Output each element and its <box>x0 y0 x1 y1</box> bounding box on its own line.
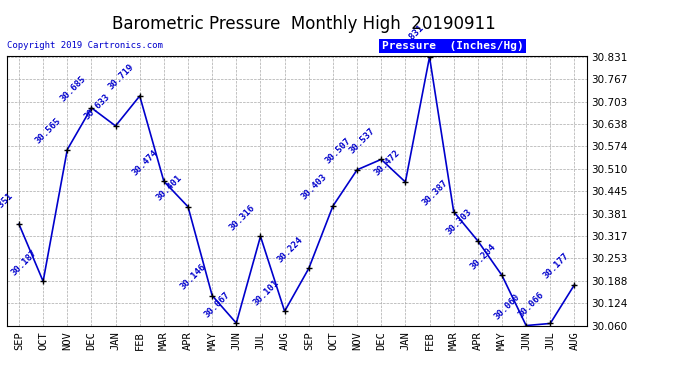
Text: Barometric Pressure  Monthly High  20190911: Barometric Pressure Monthly High 2019091… <box>112 15 495 33</box>
Text: 30.316: 30.316 <box>227 203 256 232</box>
Text: 30.472: 30.472 <box>372 148 401 178</box>
Text: 30.565: 30.565 <box>34 116 63 146</box>
Text: 30.474: 30.474 <box>130 148 159 177</box>
Text: 30.146: 30.146 <box>179 262 208 291</box>
Text: Copyright 2019 Cartronics.com: Copyright 2019 Cartronics.com <box>7 41 163 50</box>
Text: Pressure  (Inches/Hg): Pressure (Inches/Hg) <box>382 41 523 51</box>
Text: 30.401: 30.401 <box>155 173 184 202</box>
Text: 30.387: 30.387 <box>420 178 449 207</box>
Text: 30.685: 30.685 <box>58 75 87 104</box>
Text: 30.187: 30.187 <box>10 248 39 277</box>
Text: 30.351: 30.351 <box>0 191 14 220</box>
Text: 30.204: 30.204 <box>469 242 497 271</box>
Text: 30.224: 30.224 <box>275 235 304 264</box>
Text: 30.507: 30.507 <box>324 136 353 166</box>
Text: 30.067: 30.067 <box>203 290 232 319</box>
Text: 30.303: 30.303 <box>444 207 473 237</box>
Text: 30.060: 30.060 <box>493 292 522 321</box>
Text: 30.403: 30.403 <box>299 173 328 202</box>
Text: 30.633: 30.633 <box>82 93 111 122</box>
Text: 30.719: 30.719 <box>106 63 135 92</box>
Text: 30.101: 30.101 <box>251 278 280 307</box>
Text: 30.066: 30.066 <box>517 290 546 319</box>
Text: 30.177: 30.177 <box>541 252 570 280</box>
Text: 30.537: 30.537 <box>348 126 377 155</box>
Text: 30.831: 30.831 <box>396 24 425 53</box>
